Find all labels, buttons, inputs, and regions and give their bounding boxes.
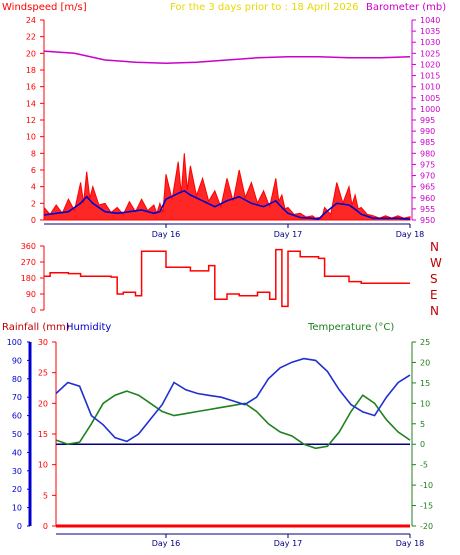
temperature-tick-label: 20 <box>420 358 430 367</box>
barometer-series-line <box>43 50 411 65</box>
temperature-tick-label: -20 <box>420 522 433 531</box>
barometer-tick-label: 1010 <box>420 83 440 92</box>
rainfall-tick-label: 15 <box>38 430 48 439</box>
temperature-series-line <box>55 390 411 450</box>
rainfall-axis-title: Rainfall (mm) <box>2 322 70 333</box>
direction-letter: W <box>430 256 442 270</box>
windspeed-tick-label: 4 <box>31 183 36 192</box>
windspeed-x-tick-label: Day 18 <box>396 230 425 239</box>
humidity-tick-label: 10 <box>12 504 22 513</box>
direction-tick-label: 180 <box>21 274 36 283</box>
series-layer <box>43 50 411 528</box>
barometer-tick-label: 980 <box>420 149 435 158</box>
barometer-tick-label: 950 <box>420 216 435 225</box>
humidity-tick-label: 0 <box>17 522 22 531</box>
barometer-tick-label: 1025 <box>420 49 440 58</box>
rainfall-tick-label: 0 <box>43 522 48 531</box>
humidity-tick-label: 20 <box>12 485 22 494</box>
windspeed-axis-title: Windspeed [m/s] <box>2 2 87 13</box>
barometer-axis-title: Barometer (mb) <box>366 2 446 13</box>
humidity-tick-label: 30 <box>12 467 22 476</box>
windspeed-tick-label: 16 <box>26 83 36 92</box>
wind-direction-series-line <box>44 248 410 308</box>
windspeed-tick-label: 24 <box>26 16 36 25</box>
rainfall-tick-label: 20 <box>38 399 48 408</box>
temperature-tick-label: 10 <box>420 399 430 408</box>
barometer-tick-label: 960 <box>420 194 435 203</box>
windspeed-tick-label: 18 <box>26 66 36 75</box>
rainfall-tick-label: 10 <box>38 461 48 470</box>
direction-letter: E <box>430 288 438 302</box>
barometer-tick-label: 1005 <box>420 94 440 103</box>
barometer-tick-label: 975 <box>420 160 435 169</box>
barometer-tick-label: 990 <box>420 127 435 136</box>
rainfall-tick-label: 5 <box>43 491 48 500</box>
barometer-tick-label: 1030 <box>420 38 440 47</box>
chart-subtitle: For the 3 days prior to : 18 April 2026 <box>170 2 359 13</box>
humidity-tick-label: 70 <box>12 393 22 402</box>
windspeed-tick-label: 8 <box>31 149 36 158</box>
humidity-tick-label: 80 <box>12 375 22 384</box>
lower-x-tick-label: Day 16 <box>152 539 181 548</box>
windspeed-x-tick-label: Day 16 <box>152 230 181 239</box>
barometer-tick-label: 1015 <box>420 72 440 81</box>
windspeed-tick-label: 22 <box>26 33 36 42</box>
humidity-tick-label: 90 <box>12 356 22 365</box>
lower-x-tick-label: Day 18 <box>396 539 425 548</box>
windspeed-gust-series <box>43 153 411 221</box>
direction-letter: N <box>430 304 439 318</box>
windspeed-tick-label: 12 <box>26 116 36 125</box>
direction-letter: S <box>430 272 438 286</box>
humidity-tick-label: 100 <box>7 338 22 347</box>
windspeed-x-tick-label: Day 17 <box>274 230 303 239</box>
barometer-tick-label: 1040 <box>420 16 440 25</box>
temperature-axis-title: Temperature (°C) <box>307 322 394 333</box>
barometer-tick-label: 965 <box>420 183 435 192</box>
windspeed-tick-label: 6 <box>31 166 36 175</box>
temperature-tick-label: -15 <box>420 502 433 511</box>
temperature-tick-label: 25 <box>420 338 430 347</box>
axes-layer: 0246810121416182022249509559609659709759… <box>7 16 441 548</box>
rainfall-tick-label: 25 <box>38 369 48 378</box>
windspeed-avg-series-line <box>43 189 411 221</box>
direction-tick-label: 90 <box>26 290 36 299</box>
temperature-tick-label: 0 <box>420 440 425 449</box>
windspeed-tick-label: 2 <box>31 199 36 208</box>
humidity-tick-label: 60 <box>12 412 22 421</box>
rainfall-tick-label: 30 <box>38 338 48 347</box>
barometer-tick-label: 1000 <box>420 105 440 114</box>
direction-tick-label: 360 <box>21 242 36 251</box>
direction-tick-label: 270 <box>21 258 36 267</box>
barometer-tick-label: 985 <box>420 138 435 147</box>
direction-letter: N <box>430 240 439 254</box>
humidity-series-line <box>55 357 411 443</box>
humidity-tick-label: 40 <box>12 448 22 457</box>
temperature-tick-label: 5 <box>420 420 425 429</box>
barometer-tick-label: 1020 <box>420 60 440 69</box>
direction-tick-label: 0 <box>31 306 36 315</box>
windspeed-tick-label: 10 <box>26 133 36 142</box>
windspeed-tick-label: 14 <box>26 99 36 108</box>
temperature-tick-label: 15 <box>420 379 430 388</box>
humidity-tick-label: 50 <box>12 430 22 439</box>
direction-letters: N W S E N <box>430 240 442 318</box>
windspeed-tick-label: 20 <box>26 49 36 58</box>
temperature-tick-label: -10 <box>420 481 433 490</box>
barometer-tick-label: 970 <box>420 172 435 181</box>
barometer-tick-label: 995 <box>420 116 435 125</box>
humidity-axis-title: Humidity <box>66 322 111 333</box>
lower-x-tick-label: Day 17 <box>274 539 303 548</box>
barometer-tick-label: 955 <box>420 205 435 214</box>
windspeed-tick-label: 0 <box>31 216 36 225</box>
temperature-tick-label: -5 <box>420 461 428 470</box>
barometer-tick-label: 1035 <box>420 27 440 36</box>
